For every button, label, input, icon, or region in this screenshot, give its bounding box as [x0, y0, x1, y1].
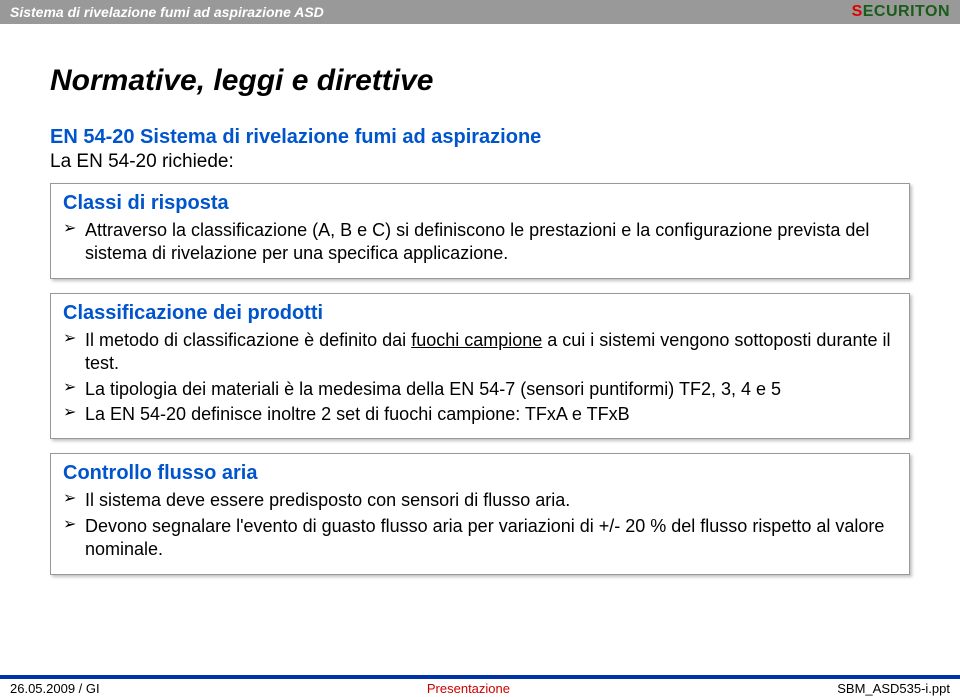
footer: 26.05.2009 / GI Presentazione SBM_ASD535…	[0, 675, 960, 697]
box-classi: Classi di risposta Attraverso la classif…	[50, 183, 910, 279]
box2-b1a: Il metodo di classificazione è definito …	[85, 330, 411, 350]
box3-title: Controllo flusso aria	[63, 462, 897, 485]
slide-title: Normative, leggi e direttive	[50, 64, 910, 98]
box1-list: Attraverso la classificazione (A, B e C)…	[63, 219, 897, 266]
footer-right: SBM_ASD535-i.ppt	[837, 681, 950, 696]
box-classificazione: Classificazione dei prodotti Il metodo d…	[50, 293, 910, 440]
box1-b1: Attraverso la classificazione (A, B e C)…	[63, 219, 897, 266]
header-title: Sistema di rivelazione fumi ad aspirazio…	[10, 4, 324, 20]
box3-b2: Devono segnalare l'evento di guasto flus…	[63, 515, 897, 562]
box2-title: Classificazione dei prodotti	[63, 302, 897, 325]
footer-left: 26.05.2009 / GI	[10, 681, 100, 696]
subtitle-black: La EN 54-20 richiede:	[50, 151, 910, 173]
box2-b2: La tipologia dei materiali è la medesima…	[63, 378, 897, 401]
box3-b1: Il sistema deve essere predisposto con s…	[63, 489, 897, 512]
box2-b1u: fuochi campione	[411, 330, 542, 350]
box-controllo: Controllo flusso aria Il sistema deve es…	[50, 453, 910, 574]
footer-center: Presentazione	[427, 681, 510, 696]
box1-title: Classi di risposta	[63, 192, 897, 215]
logo-s: S	[852, 3, 863, 20]
box2-list: Il metodo di classificazione è definito …	[63, 329, 897, 427]
header-bar: Sistema di rivelazione fumi ad aspirazio…	[0, 0, 960, 24]
subtitle-blue: EN 54-20 Sistema di rivelazione fumi ad …	[50, 126, 910, 149]
box3-list: Il sistema deve essere predisposto con s…	[63, 489, 897, 561]
box2-b1: Il metodo di classificazione è definito …	[63, 329, 897, 376]
logo-rest: ECURITON	[863, 3, 950, 20]
box2-b3: La EN 54-20 definisce inoltre 2 set di f…	[63, 403, 897, 426]
content-area: Normative, leggi e direttive EN 54-20 Si…	[0, 24, 960, 575]
logo: SECURITON	[852, 3, 950, 21]
